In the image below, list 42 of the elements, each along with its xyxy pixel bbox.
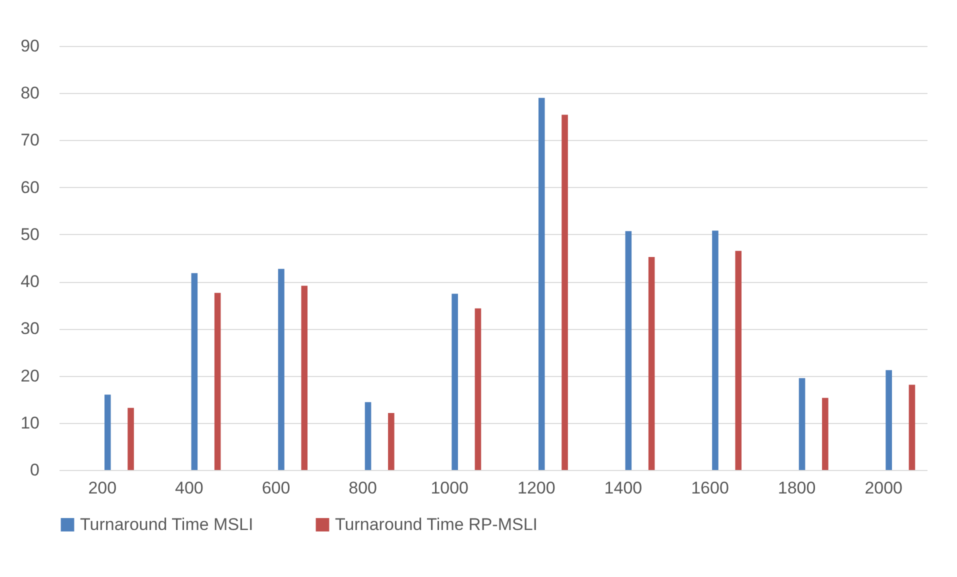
bar: [301, 286, 308, 470]
bar: [562, 114, 568, 470]
bar: [388, 412, 394, 470]
y-tick-label: 10: [20, 413, 40, 432]
legend-label: Turnaround Time RP-MSLI: [335, 514, 538, 534]
x-tick-label: 1600: [691, 478, 729, 498]
bar: [538, 98, 545, 470]
x-tick-label: 1800: [778, 478, 816, 498]
bar: [214, 292, 221, 470]
x-tick-label: 600: [262, 478, 290, 498]
x-tick-label: 400: [175, 478, 204, 498]
x-tick-label: 2000: [864, 478, 903, 498]
y-tick-label: 60: [20, 178, 40, 197]
bar: [104, 394, 111, 470]
bar: [798, 378, 806, 470]
x-tick-label: 200: [88, 478, 117, 498]
bar: [648, 257, 655, 470]
bar: [364, 402, 372, 470]
bar: [625, 231, 632, 470]
bar: [474, 308, 482, 470]
y-tick-label: 90: [20, 36, 40, 56]
bar: [908, 384, 916, 470]
bar: [128, 408, 134, 470]
x-tick-label: 1000: [430, 478, 469, 498]
bar: [452, 294, 458, 470]
legend-label: Turnaround Time MSLI: [80, 514, 254, 534]
y-tick-label: 20: [20, 366, 40, 386]
y-tick-label: 70: [20, 130, 40, 150]
y-tick-label: 0: [30, 460, 40, 480]
y-tick-label: 80: [20, 84, 40, 103]
x-tick-label: 1200: [517, 478, 556, 498]
y-tick-label: 50: [20, 224, 40, 244]
bar: [822, 398, 828, 470]
bar: [712, 230, 718, 470]
bar: [735, 250, 742, 470]
y-tick-label: 40: [20, 272, 40, 292]
x-tick-label: 1400: [604, 478, 642, 498]
y-tick-label: 30: [20, 319, 40, 338]
bar: [886, 370, 892, 470]
bar: [278, 268, 284, 470]
bar: [191, 273, 198, 470]
x-tick-label: 800: [348, 478, 377, 498]
